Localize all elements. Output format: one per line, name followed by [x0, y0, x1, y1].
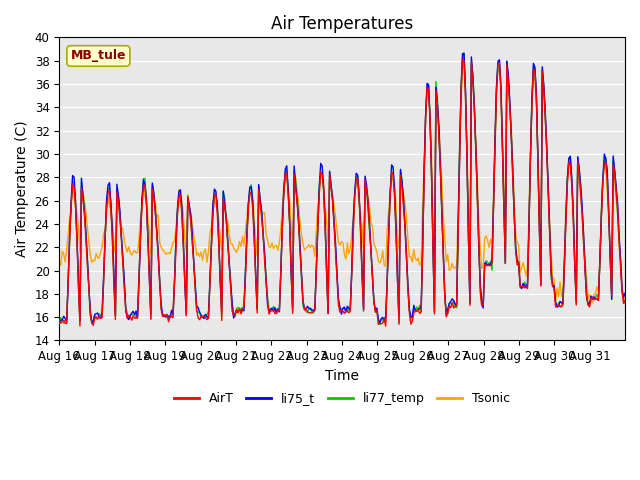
- Title: Air Temperatures: Air Temperatures: [271, 15, 413, 33]
- Text: MB_tule: MB_tule: [70, 49, 126, 62]
- X-axis label: Time: Time: [325, 369, 359, 383]
- Legend: AirT, li75_t, li77_temp, Tsonic: AirT, li75_t, li77_temp, Tsonic: [169, 387, 515, 410]
- Y-axis label: Air Temperature (C): Air Temperature (C): [15, 120, 29, 257]
